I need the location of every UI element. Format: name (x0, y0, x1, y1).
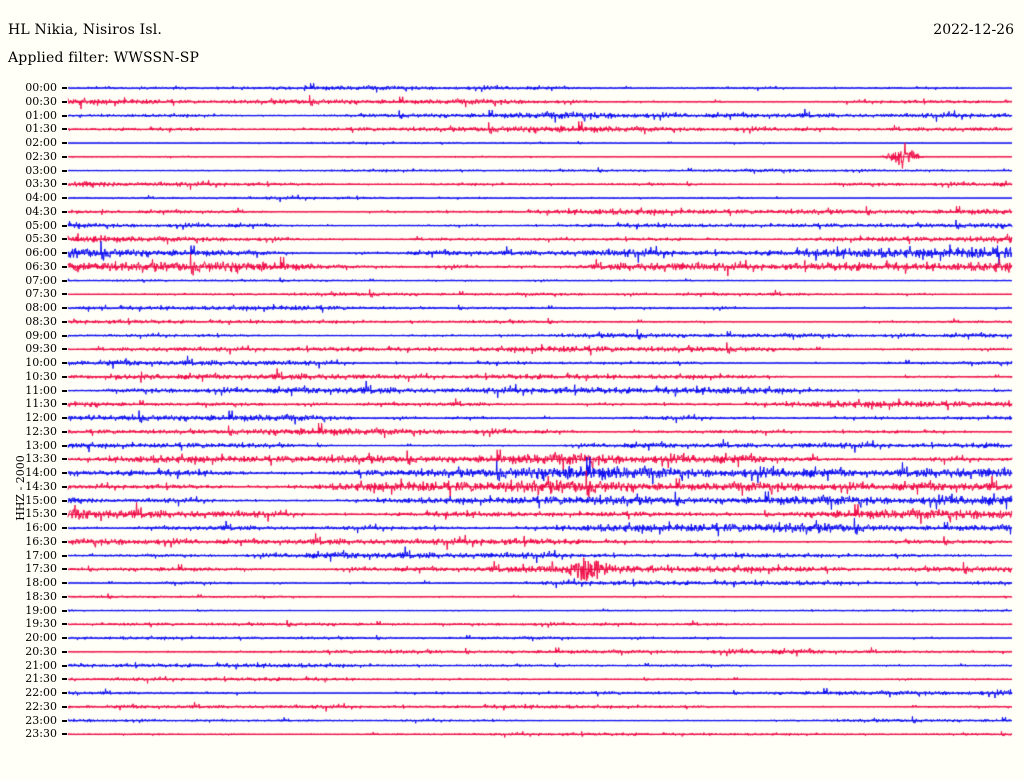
record-date: 2022-12-26 (933, 22, 1014, 38)
page-title: HL Nikia, Nisiros Isl. (8, 22, 163, 38)
helicorder-plot: 00:0000:3001:0001:3002:0002:3003:0003:30… (0, 78, 1024, 773)
seismic-traces-canvas (0, 78, 1024, 773)
applied-filter-label: Applied filter: WWSSN-SP (8, 50, 200, 66)
